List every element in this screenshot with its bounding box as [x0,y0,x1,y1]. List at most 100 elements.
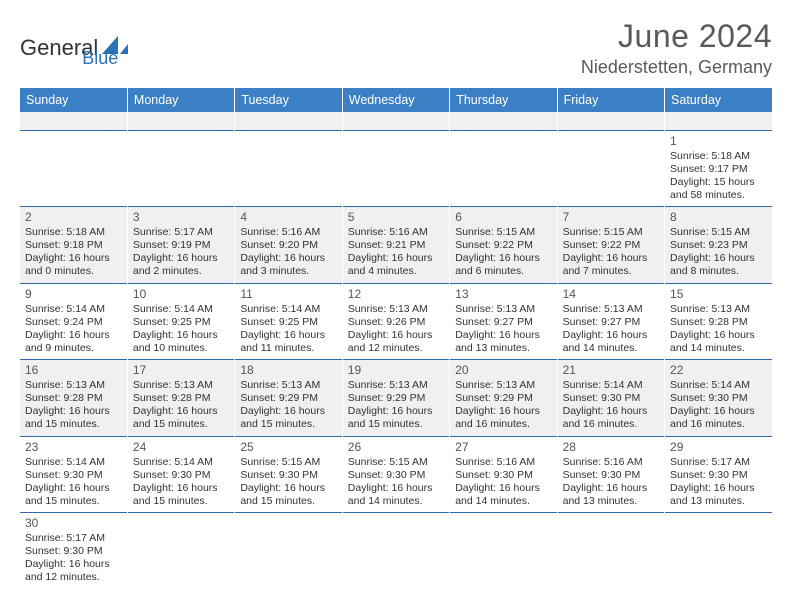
cell-daylight2: and 14 minutes. [563,342,659,355]
cell-daylight2: and 15 minutes. [133,495,229,508]
cell-sunrise: Sunrise: 5:13 AM [455,303,551,316]
calendar-cell: 5Sunrise: 5:16 AMSunset: 9:21 PMDaylight… [342,207,449,284]
day-number: 19 [348,363,444,378]
cell-daylight1: Daylight: 16 hours [348,252,444,265]
day-number: 12 [348,287,444,302]
day-number: 27 [455,440,551,455]
cell-sunrise: Sunrise: 5:13 AM [240,379,336,392]
cell-daylight1: Daylight: 16 hours [133,405,229,418]
weekday-header: Friday [557,88,664,112]
calendar-cell-empty [235,130,342,207]
weekday-header: Tuesday [235,88,342,112]
cell-daylight1: Daylight: 16 hours [563,405,659,418]
cell-daylight2: and 8 minutes. [670,265,767,278]
cell-sunset: Sunset: 9:30 PM [133,469,229,482]
calendar-table: SundayMondayTuesdayWednesdayThursdayFrid… [20,88,772,589]
calendar-body: 1Sunrise: 5:18 AMSunset: 9:17 PMDaylight… [20,112,772,589]
calendar-cell: 4Sunrise: 5:16 AMSunset: 9:20 PMDaylight… [235,207,342,284]
cell-sunset: Sunset: 9:18 PM [25,239,122,252]
cell-daylight1: Daylight: 16 hours [455,482,551,495]
day-number: 29 [670,440,767,455]
day-number: 17 [133,363,229,378]
day-number: 26 [348,440,444,455]
day-number: 30 [25,516,122,531]
day-number: 8 [670,210,767,225]
calendar-cell-empty [450,112,557,130]
day-number: 4 [240,210,336,225]
calendar-cell: 22Sunrise: 5:14 AMSunset: 9:30 PMDayligh… [665,360,772,437]
cell-sunset: Sunset: 9:29 PM [455,392,551,405]
cell-sunset: Sunset: 9:30 PM [563,392,659,405]
day-number: 14 [563,287,659,302]
day-number: 28 [563,440,659,455]
cell-daylight2: and 13 minutes. [455,342,551,355]
day-number: 7 [563,210,659,225]
cell-sunrise: Sunrise: 5:17 AM [25,532,122,545]
calendar-cell: 3Sunrise: 5:17 AMSunset: 9:19 PMDaylight… [127,207,234,284]
cell-sunset: Sunset: 9:30 PM [670,469,767,482]
cell-daylight2: and 7 minutes. [563,265,659,278]
cell-sunrise: Sunrise: 5:14 AM [563,379,659,392]
cell-sunset: Sunset: 9:24 PM [25,316,122,329]
calendar-cell-empty [127,112,234,130]
calendar-cell-empty [450,130,557,207]
cell-sunrise: Sunrise: 5:13 AM [563,303,659,316]
cell-daylight1: Daylight: 16 hours [455,405,551,418]
logo: General Blue [20,26,118,69]
calendar-cell: 14Sunrise: 5:13 AMSunset: 9:27 PMDayligh… [557,283,664,360]
calendar-cell-empty [557,130,664,207]
calendar-cell-empty [342,112,449,130]
day-number: 13 [455,287,551,302]
calendar-cell: 1Sunrise: 5:18 AMSunset: 9:17 PMDaylight… [665,130,772,207]
cell-sunset: Sunset: 9:25 PM [133,316,229,329]
cell-daylight1: Daylight: 16 hours [670,405,767,418]
calendar-cell: 28Sunrise: 5:16 AMSunset: 9:30 PMDayligh… [557,436,664,513]
day-number: 6 [455,210,551,225]
cell-sunrise: Sunrise: 5:15 AM [348,456,444,469]
cell-sunset: Sunset: 9:30 PM [455,469,551,482]
cell-daylight2: and 16 minutes. [563,418,659,431]
cell-daylight1: Daylight: 15 hours [670,176,767,189]
calendar-cell-empty [127,513,234,589]
cell-sunrise: Sunrise: 5:18 AM [670,150,767,163]
cell-daylight2: and 13 minutes. [670,495,767,508]
cell-sunset: Sunset: 9:30 PM [240,469,336,482]
cell-daylight2: and 4 minutes. [348,265,444,278]
cell-daylight2: and 9 minutes. [25,342,122,355]
weekday-header: Thursday [450,88,557,112]
cell-sunset: Sunset: 9:30 PM [25,469,122,482]
calendar-cell: 12Sunrise: 5:13 AMSunset: 9:26 PMDayligh… [342,283,449,360]
day-number: 11 [240,287,336,302]
page-header: General Blue June 2024 Niederstetten, Ge… [20,18,772,78]
calendar-cell-empty [342,130,449,207]
cell-daylight2: and 10 minutes. [133,342,229,355]
cell-daylight1: Daylight: 16 hours [25,329,122,342]
day-number: 24 [133,440,229,455]
cell-sunset: Sunset: 9:19 PM [133,239,229,252]
cell-sunrise: Sunrise: 5:13 AM [348,303,444,316]
calendar-cell: 15Sunrise: 5:13 AMSunset: 9:28 PMDayligh… [665,283,772,360]
cell-sunrise: Sunrise: 5:16 AM [240,226,336,239]
cell-sunrise: Sunrise: 5:15 AM [455,226,551,239]
cell-sunrise: Sunrise: 5:14 AM [670,379,767,392]
calendar-cell-empty [450,513,557,589]
cell-daylight2: and 15 minutes. [240,495,336,508]
cell-sunset: Sunset: 9:29 PM [348,392,444,405]
day-number: 9 [25,287,122,302]
cell-daylight2: and 14 minutes. [670,342,767,355]
cell-daylight1: Daylight: 16 hours [240,329,336,342]
day-number: 20 [455,363,551,378]
cell-daylight1: Daylight: 16 hours [240,405,336,418]
calendar-cell-empty [557,513,664,589]
cell-sunrise: Sunrise: 5:18 AM [25,226,122,239]
cell-daylight1: Daylight: 16 hours [348,329,444,342]
cell-daylight2: and 3 minutes. [240,265,336,278]
calendar-cell: 24Sunrise: 5:14 AMSunset: 9:30 PMDayligh… [127,436,234,513]
cell-daylight1: Daylight: 16 hours [348,405,444,418]
calendar-cell-empty [342,513,449,589]
cell-sunset: Sunset: 9:28 PM [670,316,767,329]
day-number: 22 [670,363,767,378]
cell-sunrise: Sunrise: 5:16 AM [455,456,551,469]
cell-daylight2: and 12 minutes. [348,342,444,355]
cell-sunset: Sunset: 9:20 PM [240,239,336,252]
